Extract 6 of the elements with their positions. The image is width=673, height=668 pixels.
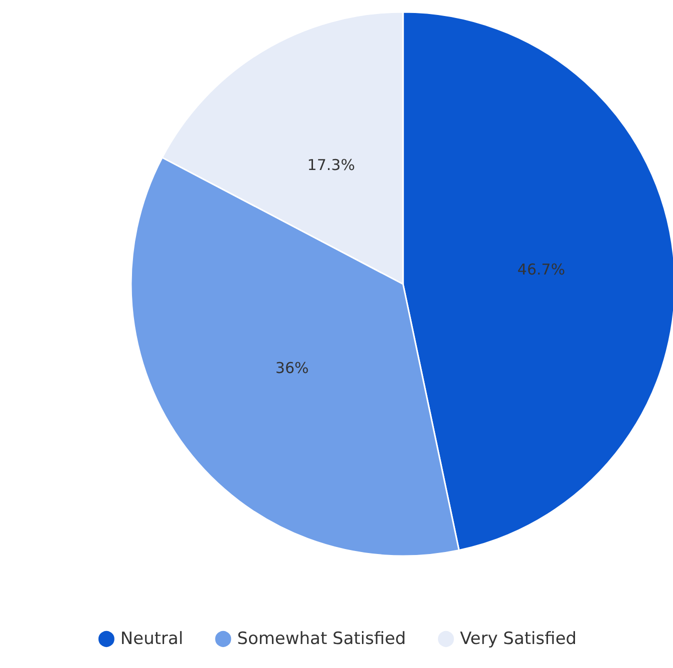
legend-label: Neutral: [120, 629, 184, 649]
data-label: 36%: [275, 358, 309, 377]
legend-label: Very Satisfied: [460, 629, 577, 649]
data-label: 46.7%: [517, 260, 566, 279]
data-label: 17.3%: [307, 156, 355, 174]
legend-label: Somewhat Satisfied: [237, 629, 406, 649]
